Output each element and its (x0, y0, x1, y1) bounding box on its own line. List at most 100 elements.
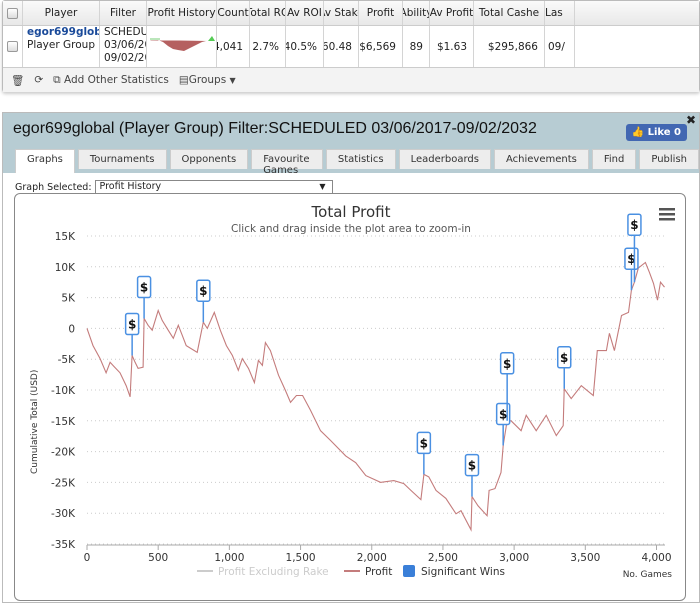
significant-win-marker[interactable]: $ (556, 346, 572, 389)
menu-icon[interactable] (659, 208, 675, 221)
ability-cell: 89 (403, 26, 430, 67)
marker-box (556, 346, 572, 369)
legend-item-rake[interactable]: Profit Excluding Rake (197, 566, 329, 578)
legend-label: Profit (365, 566, 392, 578)
panel-header: egor699global (Player Group) Filter:SCHE… (3, 113, 699, 176)
col-profit-history[interactable]: Profit History (147, 1, 217, 25)
profit-sparkline (147, 26, 217, 67)
col-profit[interactable]: Profit (359, 1, 403, 25)
marker-box (196, 279, 211, 302)
close-icon[interactable]: ✖ (685, 113, 696, 127)
dropdown-arrow-icon: ▼ (319, 182, 326, 191)
stats-table: Player Filter Profit History Count Total… (2, 0, 700, 92)
x-tick-label: 0 (84, 552, 91, 564)
col-count[interactable]: Count (217, 1, 250, 25)
player-type: Player Group (27, 39, 95, 51)
dollar-icon: $ (199, 284, 207, 298)
chart-title: Total Profit (311, 203, 391, 221)
chart-svg[interactable]: Total Profit Click and drag inside the p… (15, 194, 686, 601)
trash-icon[interactable]: 🗑 (11, 74, 25, 87)
profit-line (86, 261, 665, 532)
filter-end: 09/02/2032 (104, 52, 146, 64)
y-tick-label: -25K (51, 477, 76, 489)
panel-title: egor699global (Player Group) Filter:SCHE… (13, 120, 537, 137)
tab-achievements[interactable]: Achievements (493, 149, 589, 169)
legend-item-significant-wins[interactable]: Significant Wins (403, 565, 505, 578)
legend-label: Profit Excluding Rake (218, 566, 329, 578)
tab-bar: Graphs Tournaments Opponents Favourite G… (15, 149, 699, 176)
col-player[interactable]: Player (23, 1, 100, 25)
dollar-icon: $ (499, 407, 507, 421)
like-label: Like 0 (647, 127, 681, 138)
tab-leaderboards[interactable]: Leaderboards (398, 149, 491, 169)
y-tick-label: -15K (51, 416, 76, 428)
chevron-down-icon: ▼ (229, 76, 236, 85)
total-cashed-cell: $295,866 (474, 26, 545, 67)
groups-label: Groups (188, 74, 227, 86)
x-tick-label: 4,000 (641, 552, 671, 564)
legend-item-profit[interactable]: Profit (344, 566, 392, 578)
graph-select[interactable]: Profit History ▼ (94, 180, 333, 194)
marker-box (136, 275, 152, 299)
tab-publish[interactable]: Publish (639, 149, 699, 169)
filter-type: SCHEDULED (104, 26, 147, 38)
x-tick-label: 2,500 (428, 552, 458, 564)
refresh-icon[interactable]: ⟳ (34, 74, 44, 86)
col-ability[interactable]: Ability (403, 1, 430, 25)
col-total-cashed[interactable]: Total Cashe (474, 1, 545, 25)
marker-box (416, 431, 432, 455)
row-checkbox[interactable] (3, 26, 23, 67)
x-tick-label: 3,500 (570, 552, 600, 564)
significant-win-marker[interactable]: $ (196, 279, 211, 323)
player-link[interactable]: egor699global (27, 26, 99, 38)
dollar-icon: $ (140, 281, 148, 295)
dollar-icon: $ (503, 357, 511, 371)
y-tick-label: 15K (55, 231, 76, 243)
marker-box (464, 453, 480, 477)
significant-win-marker[interactable]: $ (499, 352, 515, 421)
dollar-icon: $ (468, 459, 476, 473)
x-tick-label: 3,000 (499, 552, 529, 564)
select-all-checkbox[interactable] (3, 1, 23, 25)
table-footer: 🗑 ⟳ ⧉ Add Other Statistics ▤Groups ▼ (3, 68, 699, 92)
significant-win-marker[interactable]: $ (464, 453, 480, 497)
y-tick-label: -30K (51, 508, 76, 520)
x-tick-label: 500 (148, 552, 168, 564)
dollar-icon: $ (630, 218, 638, 232)
table-row: egor699global Player Group SCHEDULED 03/… (3, 26, 699, 68)
marker-box (499, 352, 515, 375)
tab-graphs[interactable]: Graphs (15, 149, 75, 173)
col-av-stake[interactable]: Av Stake (324, 1, 359, 25)
add-icon: ⧉ (53, 73, 64, 86)
col-av-roi[interactable]: Av ROI (286, 1, 324, 25)
tab-find[interactable]: Find (591, 149, 637, 169)
add-statistics-button[interactable]: ⧉ Add Other Statistics (53, 74, 169, 87)
legend: Profit Excluding Rake Profit Significant… (197, 565, 505, 578)
profit-chart[interactable]: Total Profit Click and drag inside the p… (14, 193, 686, 601)
chart-subtitle: Click and drag inside the plot area to z… (231, 223, 471, 235)
significant-win-marker[interactable]: $ (124, 312, 140, 356)
significant-win-marker[interactable]: $ (627, 213, 642, 283)
col-filter[interactable]: Filter (100, 1, 147, 25)
groups-button[interactable]: ▤Groups ▼ (179, 74, 236, 86)
significant-win-marker[interactable]: $ (624, 247, 639, 291)
tab-statistics[interactable]: Statistics (325, 149, 396, 169)
significant-win-marker[interactable]: $ (416, 431, 432, 475)
groups-icon: ▤ (178, 74, 189, 86)
tab-opponents[interactable]: Opponents (169, 149, 249, 169)
significant-win-marker[interactable]: $ (136, 275, 152, 319)
player-cell: egor699global Player Group (23, 26, 100, 67)
col-total-roi[interactable]: Total RO (250, 1, 286, 25)
x-axis-label: No. Games (623, 570, 673, 580)
av-profit-cell: $1.63 (430, 26, 474, 67)
col-last[interactable]: Las (545, 1, 575, 25)
profit-cell: $6,569 (359, 26, 403, 67)
dollar-icon: $ (560, 351, 568, 365)
marker-box (627, 213, 642, 236)
tab-favourite-games[interactable]: Favourite Games (251, 149, 323, 176)
like-button[interactable]: 👍 Like 0 (625, 124, 687, 141)
filter-start: 03/06/2017 (104, 39, 146, 51)
tab-tournaments[interactable]: Tournaments (77, 149, 167, 169)
marker-box (124, 312, 140, 336)
col-av-profit[interactable]: Av Profit (430, 1, 474, 25)
